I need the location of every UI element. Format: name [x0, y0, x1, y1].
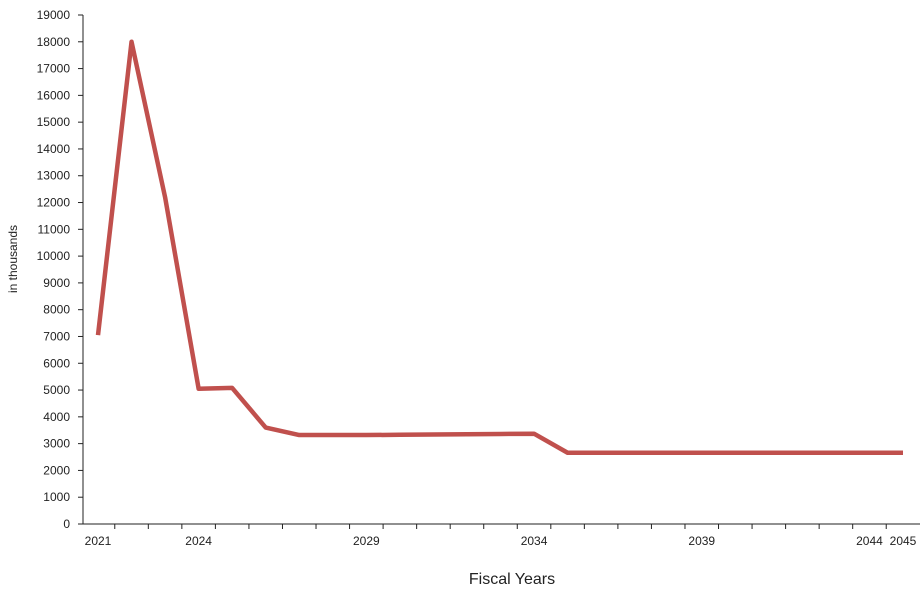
y-tick-label: 16000 — [37, 88, 71, 102]
y-tick-label: 6000 — [43, 356, 70, 370]
y-tick-label: 10000 — [37, 249, 71, 263]
y-tick-label: 14000 — [37, 142, 71, 156]
x-tick-label: 2024 — [185, 534, 212, 548]
x-axis: 2021 2024 2029 2034 2039 2044 2045 — [83, 523, 920, 548]
y-tick-label: 13000 — [37, 169, 71, 183]
y-tick-label: 1000 — [43, 490, 70, 504]
y-tick-label: 3000 — [43, 437, 70, 451]
x-tick-label: 2021 — [85, 534, 112, 548]
y-tick-label: 9000 — [43, 276, 70, 290]
x-tick-label: 2045 — [890, 534, 917, 548]
y-tick-label: 8000 — [43, 303, 70, 317]
x-tick-label: 2039 — [688, 534, 715, 548]
y-tick-label: 7000 — [43, 329, 70, 343]
x-tick-label: 2034 — [521, 534, 548, 548]
y-tick-label: 4000 — [43, 410, 70, 424]
y-tick-label: 18000 — [37, 35, 71, 49]
y-tick-label: 15000 — [37, 115, 71, 129]
y-tick-label: 19000 — [37, 8, 71, 22]
x-tick-label: 2044 — [856, 534, 883, 548]
y-tick-label: 12000 — [37, 196, 71, 210]
y-tick-label: 2000 — [43, 463, 70, 477]
y-tick-label: 0 — [63, 517, 70, 531]
y-tick-label: 17000 — [37, 62, 71, 76]
x-axis-title: Fiscal Years — [469, 571, 555, 588]
x-tick-label: 2029 — [353, 534, 380, 548]
y-tick-label: 5000 — [43, 383, 70, 397]
series-layer — [95, 39, 903, 455]
y-axis: 0 1000 2000 3000 4000 5000 6000 7000 8000 9000 100… — [37, 8, 84, 531]
y-axis-title: in thousands — [6, 225, 20, 293]
y-tick-label: 11000 — [38, 222, 71, 236]
series-line-0 — [95, 39, 903, 455]
